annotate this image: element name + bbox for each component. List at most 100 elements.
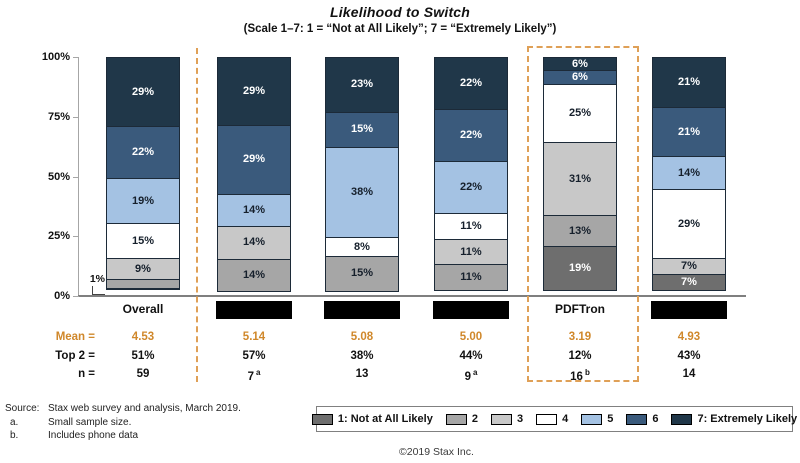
segment-cat5: 22% bbox=[434, 161, 508, 215]
segment-cat7: 6% bbox=[543, 57, 617, 72]
segment-value-label: 21% bbox=[677, 125, 701, 138]
legend-label: 5 bbox=[607, 413, 614, 425]
legend-item-5: 5 bbox=[581, 413, 613, 425]
segment-value-label: 8% bbox=[354, 240, 370, 253]
segment-cat7: 29% bbox=[217, 57, 291, 127]
y-tick-mark bbox=[73, 176, 79, 178]
segment-value-label: 22% bbox=[459, 77, 483, 90]
redacted-bar-label bbox=[324, 301, 400, 319]
pdftron-highlight-box bbox=[527, 46, 639, 382]
legend-swatch-icon bbox=[490, 413, 512, 425]
segment-cat5: 14% bbox=[652, 156, 726, 191]
source-note-label: Source: bbox=[5, 403, 40, 414]
segment-cat5: 19% bbox=[106, 178, 180, 224]
segment-cat6: 22% bbox=[434, 109, 508, 163]
segment-value-label: 7% bbox=[681, 276, 697, 288]
segment-value-label: 15% bbox=[131, 234, 155, 247]
segment-cat3: 14% bbox=[217, 226, 291, 260]
segment-value-label: 14% bbox=[242, 268, 266, 281]
y-tick-75%: 75% bbox=[47, 110, 70, 123]
segment-cat2: 14% bbox=[217, 258, 291, 292]
y-tick-50%: 50% bbox=[47, 170, 70, 183]
segment-value-label: 14% bbox=[242, 203, 266, 216]
legend-swatch-icon bbox=[581, 413, 603, 425]
legend-swatch-icon bbox=[445, 413, 467, 425]
segment-value-label: 9% bbox=[135, 262, 151, 275]
segment-value-label: 22% bbox=[459, 129, 483, 142]
one-percent-callout-bracket bbox=[92, 286, 105, 295]
legend-swatch-icon bbox=[626, 413, 648, 425]
legend-item-3: 3 bbox=[490, 413, 524, 425]
top2-value: 51% bbox=[131, 350, 155, 362]
y-tick-mark bbox=[73, 236, 79, 238]
top2-value: 12% bbox=[568, 350, 592, 362]
legend-label: 3 bbox=[516, 413, 524, 425]
mean-value: 5.14 bbox=[242, 331, 266, 343]
copyright-footer: ©2019 Stax Inc. bbox=[399, 446, 474, 458]
segment-value-label: 15% bbox=[350, 123, 374, 136]
segment-cat4: 11% bbox=[434, 213, 508, 240]
top2-value: 57% bbox=[242, 350, 266, 362]
segment-value-label: 38% bbox=[350, 186, 374, 199]
top2-row-label: Top 2 = bbox=[55, 350, 95, 362]
segment-value-label: 19% bbox=[568, 261, 592, 274]
segment-value-label: 21% bbox=[677, 75, 701, 88]
mean-value: 4.53 bbox=[131, 331, 155, 343]
legend-swatch-icon bbox=[671, 413, 693, 425]
segment-value-label: 11% bbox=[460, 220, 482, 233]
one-percent-callout-label: 1% bbox=[89, 273, 105, 285]
segment-cat1: 19% bbox=[543, 245, 617, 291]
segment-cat3: 31% bbox=[543, 142, 617, 217]
segment-cat6: 22% bbox=[106, 126, 180, 180]
top2-value: 38% bbox=[350, 350, 374, 362]
segment-cat7: 29% bbox=[106, 57, 180, 127]
n-value: 59 bbox=[136, 368, 150, 380]
legend-label: 7: Extremely Likely bbox=[697, 413, 798, 425]
segment-cat7: 22% bbox=[434, 57, 508, 111]
segment-value-label: 11% bbox=[460, 245, 482, 258]
chart-subtitle: (Scale 1–7: 1 = “Not at All Likely”; 7 =… bbox=[243, 23, 557, 35]
footnote-b-text: Includes phone data bbox=[48, 430, 139, 441]
segment-cat6: 6% bbox=[543, 70, 617, 85]
legend-label: 6 bbox=[652, 413, 659, 425]
segment-cat2: 15% bbox=[325, 255, 399, 292]
segment-value-label: 25% bbox=[568, 107, 592, 120]
n-value: 13 bbox=[355, 368, 369, 380]
top2-value: 44% bbox=[459, 350, 483, 362]
y-tick-100%: 100% bbox=[41, 51, 70, 63]
legend-swatch-icon bbox=[311, 413, 333, 425]
redacted-bar-label bbox=[651, 301, 727, 319]
mean-value: 5.08 bbox=[350, 331, 374, 343]
legend: 1: Not at All Likely 2 3 4 5 6 7: Extremely Li… bbox=[311, 406, 797, 432]
segment-value-label: 13% bbox=[568, 224, 592, 237]
segment-cat7: 21% bbox=[652, 57, 726, 108]
stacked-bar-column-6: 21% 21% 14% 29% 7% 7% bbox=[652, 57, 726, 296]
segment-value-label: 29% bbox=[677, 217, 701, 230]
segment-value-label: 22% bbox=[459, 181, 483, 194]
legend-item-2: 2 bbox=[445, 413, 478, 425]
redacted-bar-label bbox=[216, 301, 292, 319]
segment-cat6: 29% bbox=[217, 125, 291, 195]
footnote-b-label: b. bbox=[10, 430, 19, 441]
legend-label: 2 bbox=[471, 413, 478, 425]
segment-value-label: 6% bbox=[572, 70, 588, 83]
overall-separator-dashed-line bbox=[196, 48, 198, 382]
legend-item-4: 4 bbox=[536, 413, 568, 425]
n-value: 16 b bbox=[570, 368, 590, 383]
segment-value-label: 22% bbox=[131, 146, 155, 159]
x-axis-baseline bbox=[78, 295, 746, 297]
footnote-a-text: Small sample size. bbox=[48, 416, 132, 428]
segment-cat3: 7% bbox=[652, 258, 726, 276]
segment-cat2: 11% bbox=[434, 264, 508, 291]
segment-cat6: 21% bbox=[652, 106, 726, 158]
stacked-bar-pdftron: 6% 6% 25% 31% 13% 19% bbox=[543, 57, 617, 296]
bar-label-pdftron: PDFTron bbox=[555, 302, 605, 316]
chart-title: Likelihood to Switch bbox=[329, 4, 471, 20]
mean-value: 3.19 bbox=[568, 331, 592, 343]
segment-value-label: 29% bbox=[131, 85, 155, 98]
segment-value-label: 29% bbox=[242, 85, 266, 98]
redacted-bar-label bbox=[433, 301, 509, 319]
segment-cat4: 25% bbox=[543, 83, 617, 144]
stacked-bar-column-4: 22% 22% 22% 11% 11% 11% bbox=[434, 57, 508, 296]
